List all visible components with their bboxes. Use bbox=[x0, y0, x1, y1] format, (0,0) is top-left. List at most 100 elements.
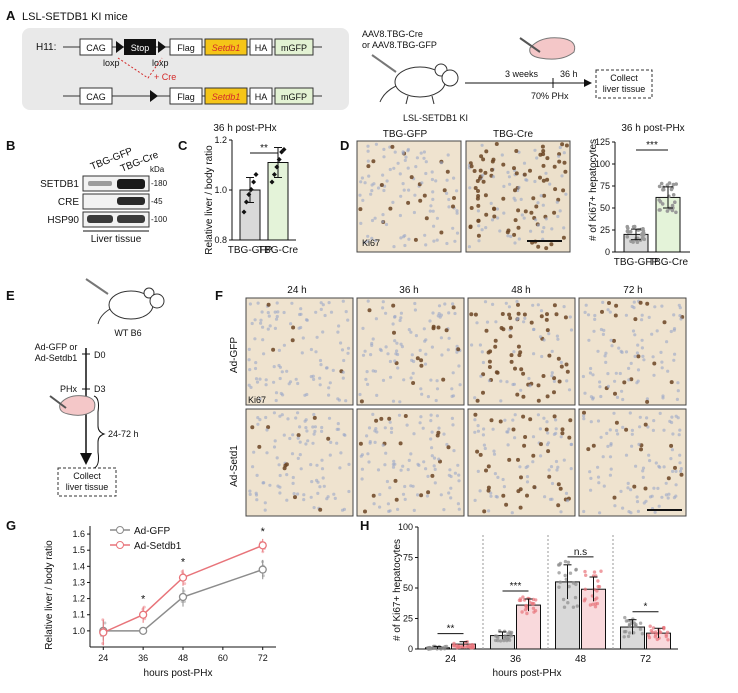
collect-box bbox=[595, 69, 653, 99]
ki67-positive-nucleus bbox=[442, 188, 447, 193]
ki67-positive-nucleus bbox=[679, 472, 684, 477]
flag-element: Flag bbox=[177, 43, 195, 53]
ki67-positive-nucleus bbox=[522, 172, 527, 177]
ki67-positive-nucleus bbox=[500, 312, 505, 316]
nucleus bbox=[559, 435, 563, 439]
y-tick-label: 25 bbox=[403, 614, 413, 624]
nucleus bbox=[498, 229, 502, 233]
time-label-24h: 24 h bbox=[287, 285, 306, 296]
nucleus bbox=[569, 442, 574, 446]
ki67-positive-nucleus bbox=[473, 312, 478, 317]
ki67-positive-nucleus bbox=[638, 300, 643, 305]
nucleus bbox=[265, 428, 269, 432]
nucleus bbox=[613, 504, 617, 508]
ihc-image-ad-gfp-36h bbox=[356, 297, 465, 406]
ki67-positive-nucleus bbox=[418, 198, 423, 203]
nucleus bbox=[318, 376, 322, 380]
ki67-positive-nucleus bbox=[291, 325, 296, 330]
ki67-positive-nucleus bbox=[541, 149, 546, 153]
nucleus bbox=[291, 481, 295, 485]
y-tick-label: 1.0 bbox=[72, 626, 85, 636]
nucleus bbox=[275, 314, 279, 319]
data-point bbox=[655, 637, 659, 642]
nucleus bbox=[635, 351, 640, 355]
ki67-positive-nucleus bbox=[293, 495, 297, 500]
nucleus bbox=[456, 502, 460, 506]
nucleus bbox=[264, 383, 268, 387]
x-tick-label: 72 bbox=[640, 654, 652, 665]
nucleus bbox=[482, 427, 486, 431]
nucleus bbox=[591, 396, 595, 400]
nucleus bbox=[605, 431, 609, 435]
mgfp-element: mGFP bbox=[281, 92, 307, 102]
nucleus bbox=[365, 370, 369, 374]
nucleus bbox=[453, 239, 457, 243]
nucleus bbox=[598, 385, 602, 389]
ki67-positive-nucleus bbox=[406, 200, 411, 205]
ki67-positive-nucleus bbox=[512, 166, 516, 171]
x-tick-label: 36 bbox=[510, 654, 522, 665]
nucleus bbox=[358, 193, 362, 197]
nucleus bbox=[557, 154, 561, 158]
nucleus bbox=[437, 426, 441, 430]
ki67-positive-nucleus bbox=[673, 465, 677, 470]
nucleus bbox=[412, 508, 416, 512]
nucleus bbox=[588, 371, 593, 375]
nucleus bbox=[287, 382, 291, 386]
ha-element: HA bbox=[255, 92, 268, 102]
nucleus bbox=[592, 329, 596, 333]
nucleus bbox=[548, 182, 552, 186]
nucleus bbox=[370, 218, 375, 223]
x-tick-label: 60 bbox=[218, 653, 228, 663]
nucleus bbox=[318, 485, 322, 489]
nucleus bbox=[416, 462, 420, 466]
ki67-positive-nucleus bbox=[512, 232, 517, 237]
ki67-positive-nucleus bbox=[545, 328, 550, 333]
nucleus bbox=[391, 399, 396, 403]
nucleus bbox=[503, 418, 507, 422]
nucleus bbox=[542, 416, 546, 420]
nucleus bbox=[606, 372, 610, 376]
mouse-icon bbox=[97, 287, 165, 325]
ki67-positive-nucleus bbox=[516, 489, 521, 494]
nucleus bbox=[282, 433, 286, 437]
nucleus bbox=[527, 376, 531, 381]
panel-h-ylabel: # of Ki67+ hepatocytes bbox=[392, 539, 403, 641]
ki67-positive-nucleus bbox=[544, 427, 549, 432]
data-point bbox=[525, 611, 529, 616]
nucleus bbox=[616, 432, 620, 436]
x-tick-label: 24 bbox=[98, 653, 108, 663]
nucleus bbox=[273, 326, 277, 330]
nucleus bbox=[638, 425, 642, 429]
nucleus bbox=[457, 507, 461, 511]
band-label-hsp90: HSP90 bbox=[47, 215, 79, 226]
ki67-positive-nucleus bbox=[547, 474, 552, 479]
nucleus bbox=[248, 492, 252, 496]
data-point bbox=[269, 179, 275, 185]
setdb1-element: Setdb1 bbox=[212, 43, 241, 53]
data-point bbox=[592, 570, 597, 574]
nucleus bbox=[395, 349, 399, 353]
ki67-positive-nucleus bbox=[478, 452, 483, 457]
western-blot bbox=[82, 175, 150, 228]
nucleus bbox=[282, 343, 286, 347]
nucleus bbox=[450, 387, 454, 391]
data-point bbox=[640, 632, 645, 636]
ki67-positive-nucleus bbox=[516, 225, 521, 230]
ki67-positive-nucleus bbox=[516, 344, 521, 349]
nucleus bbox=[319, 301, 323, 305]
nucleus bbox=[304, 318, 309, 322]
nucleus bbox=[522, 161, 527, 165]
ki67-positive-nucleus bbox=[545, 156, 550, 161]
nucleus bbox=[598, 511, 602, 515]
nucleus bbox=[407, 237, 411, 241]
nucleus bbox=[367, 174, 371, 178]
nucleus bbox=[342, 358, 346, 363]
data-point bbox=[103, 621, 107, 625]
nucleus bbox=[432, 224, 436, 228]
ki67-positive-nucleus bbox=[371, 493, 376, 498]
ki67-positive-nucleus bbox=[662, 320, 667, 325]
nucleus bbox=[344, 399, 348, 403]
nucleus bbox=[366, 149, 370, 153]
nucleus bbox=[338, 466, 342, 470]
